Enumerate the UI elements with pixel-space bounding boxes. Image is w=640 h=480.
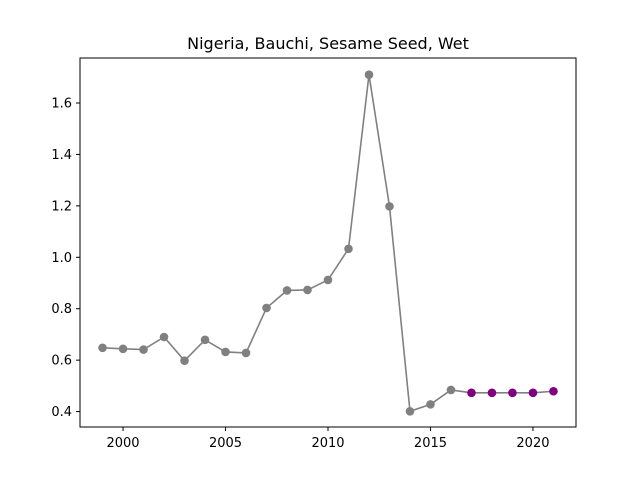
axes-frame: [79, 57, 577, 428]
y-tick-label: 1.4: [51, 148, 72, 163]
data-point: [118, 344, 128, 354]
data-point: [487, 388, 497, 398]
data-point: [159, 332, 169, 342]
data-point: [200, 335, 210, 345]
y-tick-label: 1.6: [51, 97, 72, 112]
data-point: [508, 388, 517, 398]
data-point: [98, 343, 107, 353]
data-point: [446, 385, 456, 395]
x-tick-label: 2005: [209, 436, 242, 451]
data-point: [262, 303, 271, 313]
data-point: [221, 347, 230, 357]
data-point: [385, 202, 394, 211]
x-tick-label: 2010: [311, 436, 344, 451]
x-tick-label: 2000: [106, 436, 139, 451]
data-point: [426, 400, 435, 409]
data-point: [364, 70, 374, 80]
plot-area: 2000 2005 2010 2015 2020 0.4 0.6 0.8 1.0 1.2 1.4 1.…: [51, 70, 558, 451]
x-tick-label: 2020: [516, 436, 549, 451]
data-point: [282, 286, 292, 295]
y-tick-label: 1.0: [51, 251, 72, 266]
chart-title: Nigeria, Bauchi, Sesame Seed, Wet: [187, 34, 469, 53]
data-point: [303, 285, 312, 295]
y-tick-label: 0.8: [51, 302, 72, 317]
x-tick-label: 2015: [414, 436, 447, 451]
data-point: [180, 356, 189, 365]
y-tick-label: 1.2: [51, 199, 72, 214]
data-point: [139, 345, 148, 354]
data-point: [241, 348, 251, 358]
data-point: [549, 386, 558, 396]
data-point: [344, 244, 353, 254]
data-point: [467, 388, 476, 398]
y-tick-label: 0.4: [51, 405, 72, 420]
data-point: [405, 407, 415, 416]
data-point: [323, 275, 333, 285]
y-tick-label: 0.6: [51, 354, 72, 369]
data-point: [528, 388, 538, 398]
